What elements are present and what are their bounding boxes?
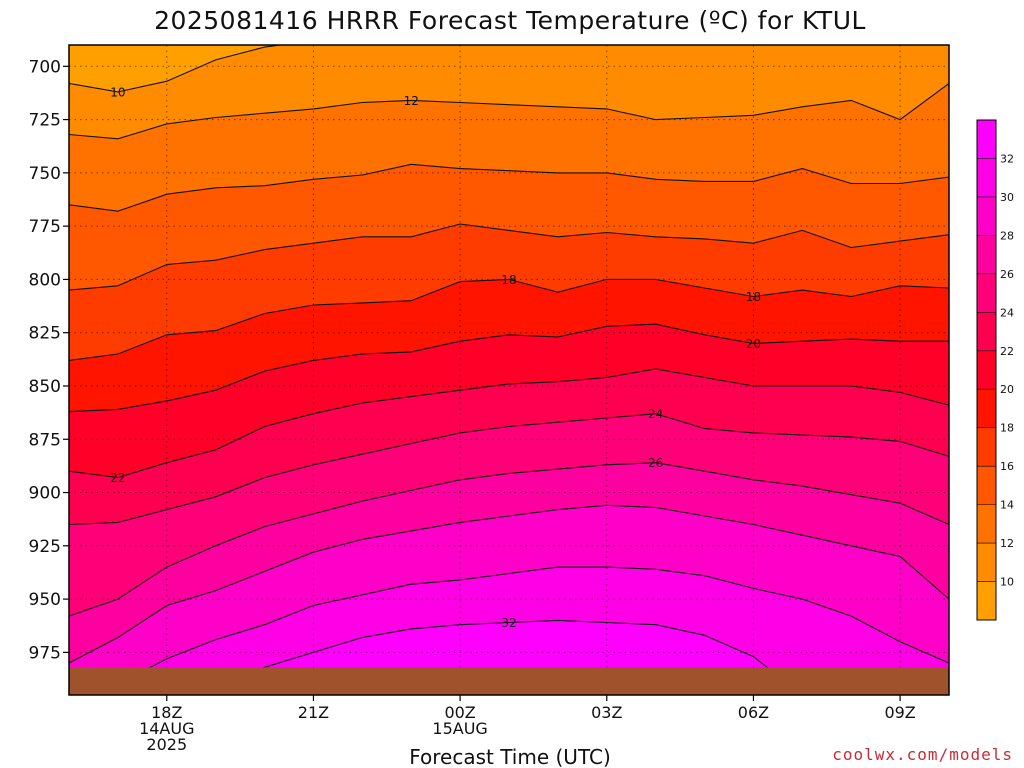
- colorbar-label: 10: [1000, 576, 1014, 589]
- colorbar-frame: [976, 119, 997, 621]
- plot-frame: [68, 44, 950, 696]
- isotherm-label-12: 12: [404, 94, 419, 108]
- colorbar-swatch: [977, 581, 996, 621]
- colorbar-swatch: [977, 120, 996, 159]
- colorbar-label: 30: [1000, 191, 1014, 204]
- colorbar-label: 16: [1000, 460, 1014, 473]
- colorbar-label: 22: [1000, 345, 1014, 358]
- isotherm-line-10: [69, 45, 285, 93]
- y-tick-label: 975: [29, 643, 61, 663]
- isotherm-line-16: [69, 223, 949, 291]
- isotherm-line-18: [69, 278, 949, 361]
- colorbar-swatch: [977, 389, 996, 429]
- colorbar-swatch: [977, 235, 996, 275]
- colorbar-label: 20: [1000, 383, 1014, 396]
- x-tick-label: 00Z: [444, 703, 475, 722]
- x-tick-label: 18Z: [151, 703, 182, 722]
- colorbar-swatch: [977, 466, 996, 506]
- x-tick-label: 2025: [146, 735, 187, 754]
- colorbar-swatch: [977, 273, 996, 313]
- isotherm-layer: [69, 45, 949, 695]
- y-tick-label: 850: [29, 377, 61, 397]
- x-tick-label: 14AUG: [139, 719, 194, 738]
- temperature-fill-layer: [69, 45, 949, 695]
- colorbar-swatch: [977, 312, 996, 352]
- y-tick-label: 700: [29, 57, 61, 77]
- colorbar-label: 28: [1000, 229, 1014, 242]
- isotherm-label-22: 22: [110, 471, 125, 485]
- y-tick-label: 750: [29, 164, 61, 184]
- isotherm-label-24: 24: [648, 407, 663, 421]
- isotherm-line-20: [69, 323, 949, 413]
- y-tick-label: 725: [29, 111, 61, 131]
- colorbar-swatch: [977, 350, 996, 390]
- y-axis: 700 725 750 775 800 825 850 875 900 925 950 975: [29, 57, 69, 663]
- colorbar-swatch: [977, 543, 996, 583]
- x-tick-label: 09Z: [884, 703, 915, 722]
- y-tick-label: 925: [29, 537, 61, 557]
- ground-layer: [69, 667, 949, 695]
- isotherm-label-10: 10: [110, 85, 125, 99]
- x-axis-title: Forecast Time (UTC): [409, 745, 611, 768]
- colorbar-label: 18: [1000, 422, 1014, 435]
- isotherm-line-22: [69, 368, 949, 479]
- isotherm-line-26: [69, 462, 949, 617]
- isotherm-label-18: 18: [501, 273, 516, 287]
- x-tick-label: 15AUG: [432, 719, 487, 738]
- y-tick-label: 950: [29, 590, 61, 610]
- y-tick-label: 900: [29, 484, 61, 504]
- isotherm-label-32: 32: [501, 616, 516, 630]
- colorbar-label: 32: [1000, 152, 1014, 165]
- x-tick-label: 06Z: [738, 703, 769, 722]
- isotherm-line-14: [69, 163, 949, 212]
- plot-area: [69, 45, 949, 695]
- y-tick-label: 825: [29, 324, 61, 344]
- y-tick-label: 775: [29, 217, 61, 237]
- isotherm-label-20: 20: [746, 337, 761, 351]
- x-tick-label: 03Z: [591, 703, 622, 722]
- y-tick-label: 875: [29, 430, 61, 450]
- colorbar-swatch: [977, 196, 996, 236]
- chart-title: 2025081416 HRRR Forecast Temperature (ºC…: [154, 6, 866, 35]
- credit-text: coolwx.com/models: [832, 745, 1013, 764]
- isotherm-label-26: 26: [648, 456, 663, 470]
- colorbar-label: 12: [1000, 537, 1014, 550]
- y-tick-label: 800: [29, 270, 61, 290]
- ground-surface: [69, 667, 949, 695]
- isotherm-line-28: [69, 504, 949, 664]
- colorbar-swatch: [977, 427, 996, 467]
- isotherm-line-24: [69, 413, 949, 526]
- colorbar-label: 26: [1000, 268, 1014, 281]
- colorbar-swatch: [977, 158, 996, 198]
- isotherm-label-layer: 10 12 18 18 20 22 24 26 32: [110, 85, 761, 630]
- colorbar-label: 14: [1000, 499, 1014, 512]
- isotherm-line-12: [69, 82, 949, 140]
- colorbar-swatch: [977, 504, 996, 544]
- colorbar: 10 12 14 16 18 20 22 24 26 28 30 32: [976, 119, 1014, 621]
- isotherm-label-18: 18: [746, 290, 761, 304]
- x-tick-label: 21Z: [298, 703, 329, 722]
- isotherm-line-30: [69, 566, 949, 695]
- colorbar-label: 24: [1000, 306, 1014, 319]
